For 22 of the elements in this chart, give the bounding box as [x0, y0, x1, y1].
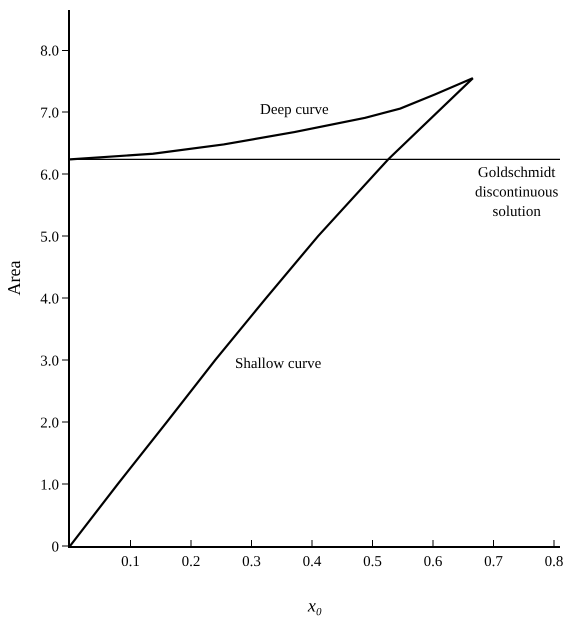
y-tick-label: 8.0: [40, 44, 59, 60]
y-tick-label: 7.0: [40, 105, 59, 122]
x-tick-label: 0.5: [363, 554, 382, 570]
x-tick-label: 0.6: [424, 554, 443, 570]
y-tick-label: 5.0: [40, 229, 59, 246]
y-tick-label: 6.0: [40, 167, 59, 184]
x-tick-label: 0.4: [302, 554, 322, 570]
y-axis-title: Area: [4, 260, 24, 296]
x-tick-label: 0.2: [182, 554, 200, 570]
y-tick-label: 4.0: [40, 291, 59, 308]
series-label: Shallow curve: [235, 356, 322, 372]
y-tick-label: 3.0: [40, 353, 59, 370]
x-tick-label: 0.1: [121, 554, 140, 570]
y-tick-label: 2.0: [40, 415, 59, 432]
series-label: Deep curve: [260, 102, 330, 118]
x-tick-label: 0.8: [544, 554, 564, 570]
ref-line-label: Goldschmidt discontinuous solution: [475, 165, 558, 220]
x-tick-label: 0.7: [484, 554, 504, 570]
x-axis-title: x₀: [306, 596, 322, 616]
y-tick-label: 1.0: [40, 477, 59, 494]
y-tick-label: 0: [52, 539, 59, 556]
x-tick-label: 0.3: [242, 554, 261, 570]
